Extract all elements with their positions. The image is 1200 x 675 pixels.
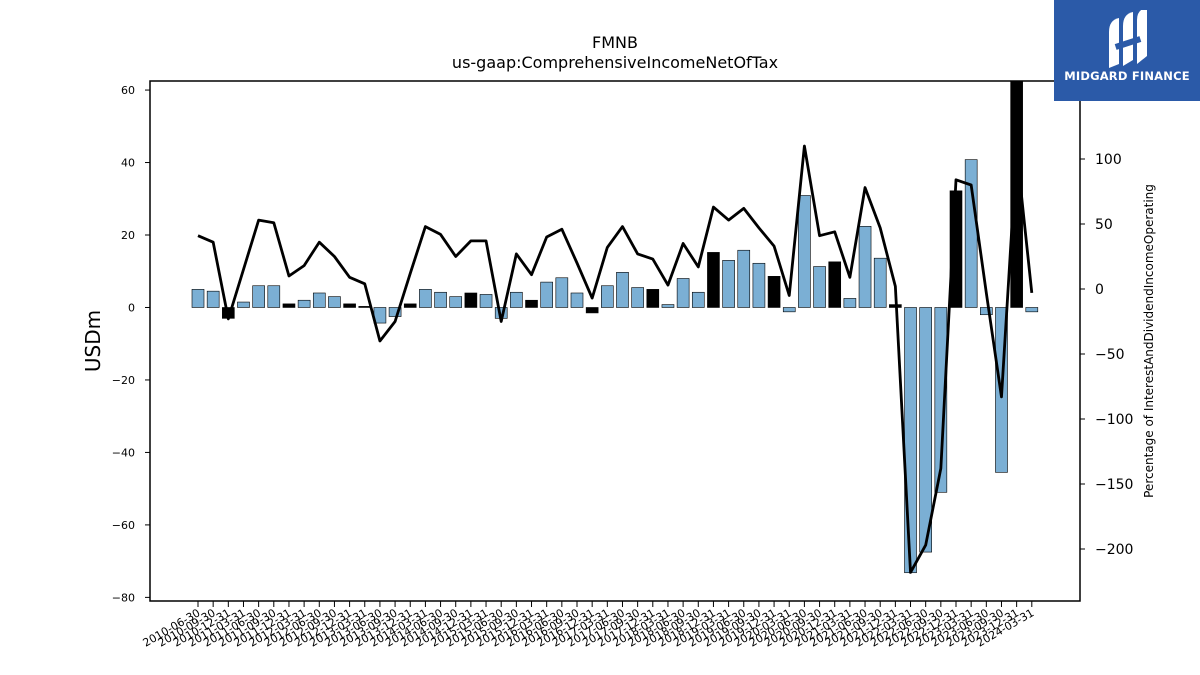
y2-tick-label: 50 [1095,217,1113,233]
bar [661,304,675,308]
bar [282,303,296,308]
bar [312,292,326,308]
bar [631,287,644,308]
bar [434,291,447,308]
line-series [197,144,1034,574]
bar [388,307,402,317]
chart-subtitle: us-gaap:ComprehensiveIncomeNetOfTax [452,53,778,72]
plot-frame [149,80,1081,602]
chart-title: FMNB [592,33,638,52]
y-tick-label: 60 [121,84,135,97]
bar [191,289,205,308]
y2-tick-label: −50 [1095,347,1125,363]
bar [419,289,432,308]
bar [646,289,660,308]
bar [782,307,796,313]
bar [297,299,311,308]
right-y-axis: −200 −150 −100 −50 0 50 100 [1080,152,1133,558]
y2-tick-label: 0 [1095,282,1104,298]
midgard-logo-icon [1109,10,1147,68]
bar [479,294,493,308]
bar [828,261,842,308]
bar [737,249,751,308]
bar [616,272,629,308]
y2-axis-label: Percentage of InterestAndDividendIncomeO… [1142,184,1156,498]
bar [449,296,463,308]
y-tick-label: −40 [112,446,135,459]
bar [691,291,705,308]
bar [358,306,372,308]
bar [343,303,356,308]
bar [570,292,584,308]
bar [919,307,932,553]
line-path [197,144,1034,574]
bar [813,266,826,308]
y-tick-label: 0 [128,301,135,314]
bar [510,291,523,308]
y2-tick-label: −150 [1095,477,1133,493]
brand-logo: MIDGARD FINANCE [1054,0,1200,101]
bar [328,296,341,308]
bar [752,262,766,308]
bar [798,195,811,308]
y-tick-label: −20 [112,374,135,387]
bar [767,276,781,308]
y2-tick-label: −100 [1095,412,1133,428]
bar [676,278,690,308]
bar [707,252,720,308]
bar [206,290,220,308]
bar [904,307,917,574]
y-tick-label: 40 [121,157,135,170]
bar [722,260,735,308]
y2-tick-label: 100 [1095,152,1122,168]
bar [237,301,250,308]
bar [403,303,417,308]
left-y-axis: −80 −60 −40 −20 0 20 40 60 [112,84,150,604]
bar [1025,307,1039,313]
bar [555,277,569,308]
bar [964,159,978,308]
y2-tick-label: −200 [1095,542,1133,558]
bar [843,298,857,308]
y-tick-label: 20 [121,229,135,242]
bar [858,226,872,308]
bar [525,299,538,308]
bar [267,285,281,308]
y-tick-label: −80 [112,591,135,604]
bar [980,307,993,316]
bar [934,307,948,493]
bar [540,281,553,308]
bar-series [191,80,1039,574]
bar [873,257,887,308]
y-tick-label: −60 [112,519,135,532]
y-axis-label: USDm [81,310,105,372]
x-axis: 2010-06-302010-09-302010-12-312011-03-31… [141,601,1036,650]
bar [585,307,599,314]
brand-name: MIDGARD FINANCE [1064,69,1190,83]
bar [252,285,265,308]
bar [464,292,478,308]
bar [601,285,614,308]
